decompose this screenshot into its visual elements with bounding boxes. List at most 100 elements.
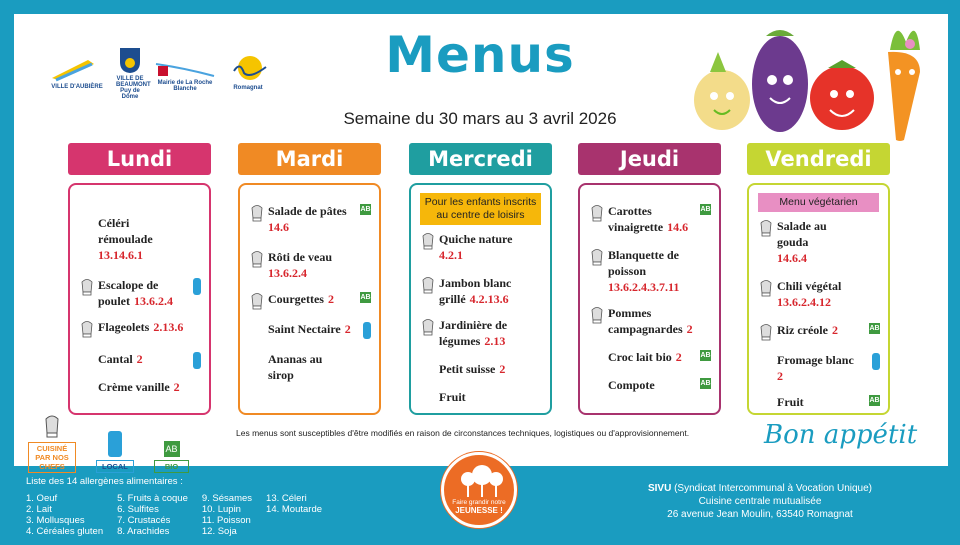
allergen-codes: 2	[499, 362, 506, 376]
dish-name: Escalope de poulet	[98, 278, 159, 308]
dish-name: Courgettes	[268, 292, 324, 306]
allergen-entry: 10. Lupin	[201, 504, 241, 515]
legend-bio: AB BIO	[153, 441, 190, 473]
allergen-entry: 4. Céréales gluten	[26, 526, 104, 537]
allergen-entry: 3. Mollusques	[26, 515, 85, 526]
logo-romagnat: Romagnat	[226, 55, 270, 91]
dish-name: Salade au gouda	[777, 219, 827, 249]
menu-item: Riz créole 2 AB	[755, 322, 882, 342]
chef-hat-icon	[422, 233, 434, 250]
dish-name: Riz créole	[777, 323, 828, 337]
partner-logos: VILLE D'AUBIÈRE VILLE DE BEAUMONT Puy de…	[48, 46, 270, 100]
dish-name: Jambon blanc grillé	[439, 276, 512, 306]
legend-local: LOCAL	[96, 431, 134, 473]
sivu-address: SIVU (Syndicat Intercommunal à Vocation …	[647, 483, 872, 520]
chef-hat-icon	[45, 415, 59, 438]
allergen-codes: 13.6.2.4.12	[777, 295, 831, 309]
menu-item: Jambon blanc grillé 4.2.13.6	[417, 275, 544, 307]
bio-ab-icon: AB	[360, 292, 371, 303]
allergen-entry: 7. Crustacés	[117, 515, 171, 526]
allergen-codes: 13.6.2.4.3.7.11	[608, 280, 680, 294]
logo-aubiere: VILLE D'AUBIÈRE	[48, 56, 106, 90]
chef-hat-icon	[760, 220, 772, 237]
menu-item: Cantal 2	[76, 351, 203, 369]
day-menu-vendredi: Menu végétarien Salade au gouda 14.6.4 Chil…	[747, 183, 890, 415]
page-title: Menus	[385, 26, 575, 84]
chef-hat-icon	[760, 324, 772, 341]
menu-item: Carottes vinaigrette 14.6 AB	[586, 203, 713, 235]
dish-name: Céléri rémoulade	[98, 216, 153, 246]
allergen-entry: 11. Poisson	[201, 515, 251, 526]
menu-item: Jardinière de légumes 2.13	[417, 317, 544, 349]
allergen-column: 13. Céleri 14. Moutarde	[266, 493, 322, 537]
allergen-codes: 13.14.6.1	[98, 248, 143, 262]
menu-item: Fromage blanc 2	[755, 352, 882, 384]
day-header-mercredi: Mercredi	[409, 143, 552, 175]
vegetable-characters-illustration	[694, 30, 920, 142]
logo-roche-blanche: Mairie de La Roche Blanche	[154, 54, 216, 92]
local-label-icon	[193, 352, 201, 369]
bio-ab-icon: AB	[700, 378, 711, 389]
chef-hat-icon	[422, 277, 434, 294]
allergen-entry: 8. Arachides	[117, 526, 170, 537]
dish-name: Jardinière de légumes	[439, 318, 508, 348]
chef-hat-icon	[760, 280, 772, 297]
chef-hat-icon	[591, 249, 603, 266]
trees-icon	[461, 465, 503, 497]
menu-item: Salade au gouda 14.6.4	[755, 218, 882, 266]
menu-item: Salade de pâtes 14.6 AB	[246, 203, 373, 235]
chef-hat-icon	[81, 279, 93, 296]
allergen-codes: 2	[327, 292, 334, 306]
dish-name: Carottes vinaigrette	[608, 204, 664, 234]
chef-hat-icon	[81, 321, 93, 338]
allergen-codes: 2.13	[484, 334, 506, 348]
dish-name: Chili végétal	[777, 279, 842, 293]
menu-item: Blanquette de poisson 13.6.2.4.3.7.11	[586, 247, 713, 295]
dish-name: Crème vanille	[98, 380, 170, 394]
logo-beaumont: VILLE DE BEAUMONT Puy de Dôme	[116, 46, 151, 100]
dish-name: Quiche nature	[439, 232, 513, 246]
menu-item: Ananas au sirop	[246, 351, 373, 383]
allergen-entry: 12. Soja	[201, 526, 237, 537]
menu-item: Crème vanille 2	[76, 379, 203, 395]
dish-name: Blanquette de poisson	[608, 248, 680, 278]
day-menu-mercredi: Pour les enfants inscrits au centre de l…	[409, 183, 552, 415]
dish-name: Cantal	[98, 352, 133, 366]
allergen-entry: 2. Lait	[26, 504, 52, 515]
allergen-column: 5. Fruits à coque 6. Sulfites 7. Crustacés…	[117, 493, 188, 537]
menu-item: Quiche nature 4.2.1	[417, 231, 544, 263]
dish-name: Croc lait bio	[608, 350, 672, 364]
menu-item: Céléri rémoulade 13.14.6.1	[76, 215, 203, 263]
allergen-codes: 2	[686, 322, 693, 336]
bio-ab-icon: AB	[163, 441, 180, 457]
allergen-list: Liste des 14 allergènes alimentaires : 1…	[26, 476, 323, 537]
dish-name: Ananas au sirop	[268, 352, 323, 382]
dish-name: Flageolets	[98, 320, 150, 334]
allergen-entry: 6. Sulfites	[117, 504, 159, 515]
dish-name: Fruit	[777, 395, 804, 409]
day-header-lundi: Lundi	[68, 143, 211, 175]
allergen-codes: 2	[831, 323, 838, 337]
allergen-codes: 2	[136, 352, 143, 366]
dish-name: Saint Nectaire	[268, 322, 341, 336]
menu-item: Chili végétal 13.6.2.4.12	[755, 278, 882, 310]
chef-hat-icon	[251, 293, 263, 310]
allergen-codes: 2.13.6	[153, 320, 184, 334]
dish-name: Salade de pâtes	[268, 204, 347, 218]
dish-name: Rôti de veau	[268, 250, 332, 264]
local-label-icon	[872, 353, 880, 370]
allergen-entry: 5. Fruits à coque	[117, 493, 188, 504]
menu-item: Courgettes 2 AB	[246, 291, 373, 311]
menu-item: Fruit AB	[755, 394, 882, 410]
allergen-codes: 14.6.4	[777, 251, 807, 265]
menu-item: Rôti de veau 13.6.2.4	[246, 249, 373, 281]
legend-chef: CUISINÉ PAR NOS CHEFS	[28, 415, 76, 473]
bio-ab-icon: AB	[869, 323, 880, 334]
week-subtitle: Semaine du 30 mars au 3 avril 2026	[343, 109, 617, 128]
menu-item: Fruit	[417, 389, 544, 405]
allergen-entry: 13. Céleri	[266, 493, 307, 504]
menu-item: Croc lait bio 2 AB	[586, 349, 713, 365]
day-header-jeudi: Jeudi	[578, 143, 721, 175]
allergen-codes: 14.6	[667, 220, 689, 234]
bio-ab-icon: AB	[869, 395, 880, 406]
